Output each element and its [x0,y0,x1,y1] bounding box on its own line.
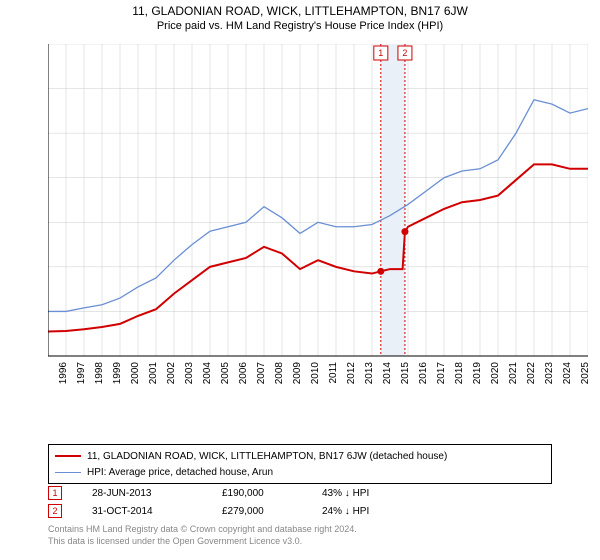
marker-pct: 24% ↓ HPI [322,506,402,517]
svg-text:2012: 2012 [346,362,357,385]
marker-badge: 1 [48,486,62,500]
svg-text:1996: 1996 [58,362,69,385]
svg-text:2011: 2011 [328,362,339,384]
svg-text:2: 2 [402,48,407,58]
marker-date: 31-OCT-2014 [92,506,192,517]
svg-text:2005: 2005 [220,362,231,385]
legend-item: 11, GLADONIAN ROAD, WICK, LITTLEHAMPTON,… [55,448,545,464]
svg-text:1998: 1998 [94,362,105,385]
legend-label: HPI: Average price, detached house, Arun [87,467,273,478]
svg-text:2001: 2001 [148,362,159,385]
svg-text:2004: 2004 [202,362,213,385]
svg-text:2015: 2015 [400,362,411,385]
svg-text:1: 1 [378,48,383,58]
svg-text:2020: 2020 [490,362,501,385]
marker-badge: 2 [48,504,62,518]
marker-table: 1 28-JUN-2013 £190,000 43% ↓ HPI 2 31-OC… [48,484,402,520]
svg-text:2016: 2016 [418,362,429,385]
legend: 11, GLADONIAN ROAD, WICK, LITTLEHAMPTON,… [48,444,552,484]
chart-subtitle: Price paid vs. HM Land Registry's House … [0,20,600,32]
svg-text:2019: 2019 [472,362,483,385]
svg-text:2006: 2006 [238,362,249,385]
svg-text:2025: 2025 [580,362,588,385]
svg-text:1995: 1995 [48,362,51,385]
svg-text:2003: 2003 [184,362,195,385]
footer-line: Contains HM Land Registry data © Crown c… [48,524,357,536]
svg-text:2014: 2014 [382,362,393,385]
marker-row: 2 31-OCT-2014 £279,000 24% ↓ HPI [48,502,402,520]
svg-text:2000: 2000 [130,362,141,385]
svg-text:2008: 2008 [274,362,285,385]
svg-text:2002: 2002 [166,362,177,385]
svg-text:2023: 2023 [544,362,555,385]
svg-text:2009: 2009 [292,362,303,385]
marker-row: 1 28-JUN-2013 £190,000 43% ↓ HPI [48,484,402,502]
svg-text:2022: 2022 [526,362,537,385]
legend-label: 11, GLADONIAN ROAD, WICK, LITTLEHAMPTON,… [87,451,447,462]
svg-text:2007: 2007 [256,362,267,385]
svg-text:2017: 2017 [436,362,447,385]
marker-price: £190,000 [222,488,292,499]
svg-text:1999: 1999 [112,362,123,385]
svg-text:2021: 2021 [508,362,519,385]
chart-plot: 12 £0£100K£200K£300K£400K£500K£600K£700K… [48,44,588,396]
svg-text:2013: 2013 [364,362,375,385]
legend-item: HPI: Average price, detached house, Arun [55,464,545,480]
svg-text:2010: 2010 [310,362,321,385]
footer-line: This data is licensed under the Open Gov… [48,536,357,548]
chart-title: 11, GLADONIAN ROAD, WICK, LITTLEHAMPTON,… [0,4,600,18]
svg-text:1997: 1997 [76,362,87,385]
svg-text:2024: 2024 [562,362,573,385]
marker-pct: 43% ↓ HPI [322,488,402,499]
marker-price: £279,000 [222,506,292,517]
marker-date: 28-JUN-2013 [92,488,192,499]
footer-attribution: Contains HM Land Registry data © Crown c… [48,524,357,547]
svg-text:2018: 2018 [454,362,465,385]
